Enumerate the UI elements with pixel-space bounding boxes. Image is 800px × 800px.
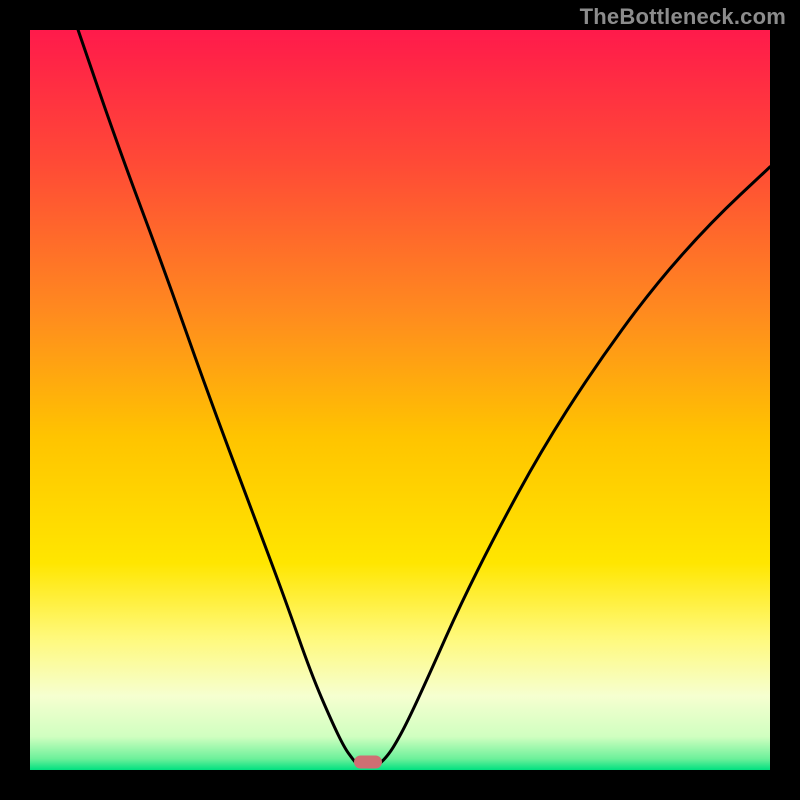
watermark-text: TheBottleneck.com	[580, 4, 786, 30]
bottleneck-curve	[30, 30, 770, 770]
chart-frame: TheBottleneck.com	[0, 0, 800, 800]
current-config-marker	[354, 755, 382, 768]
plot-area	[30, 30, 770, 770]
